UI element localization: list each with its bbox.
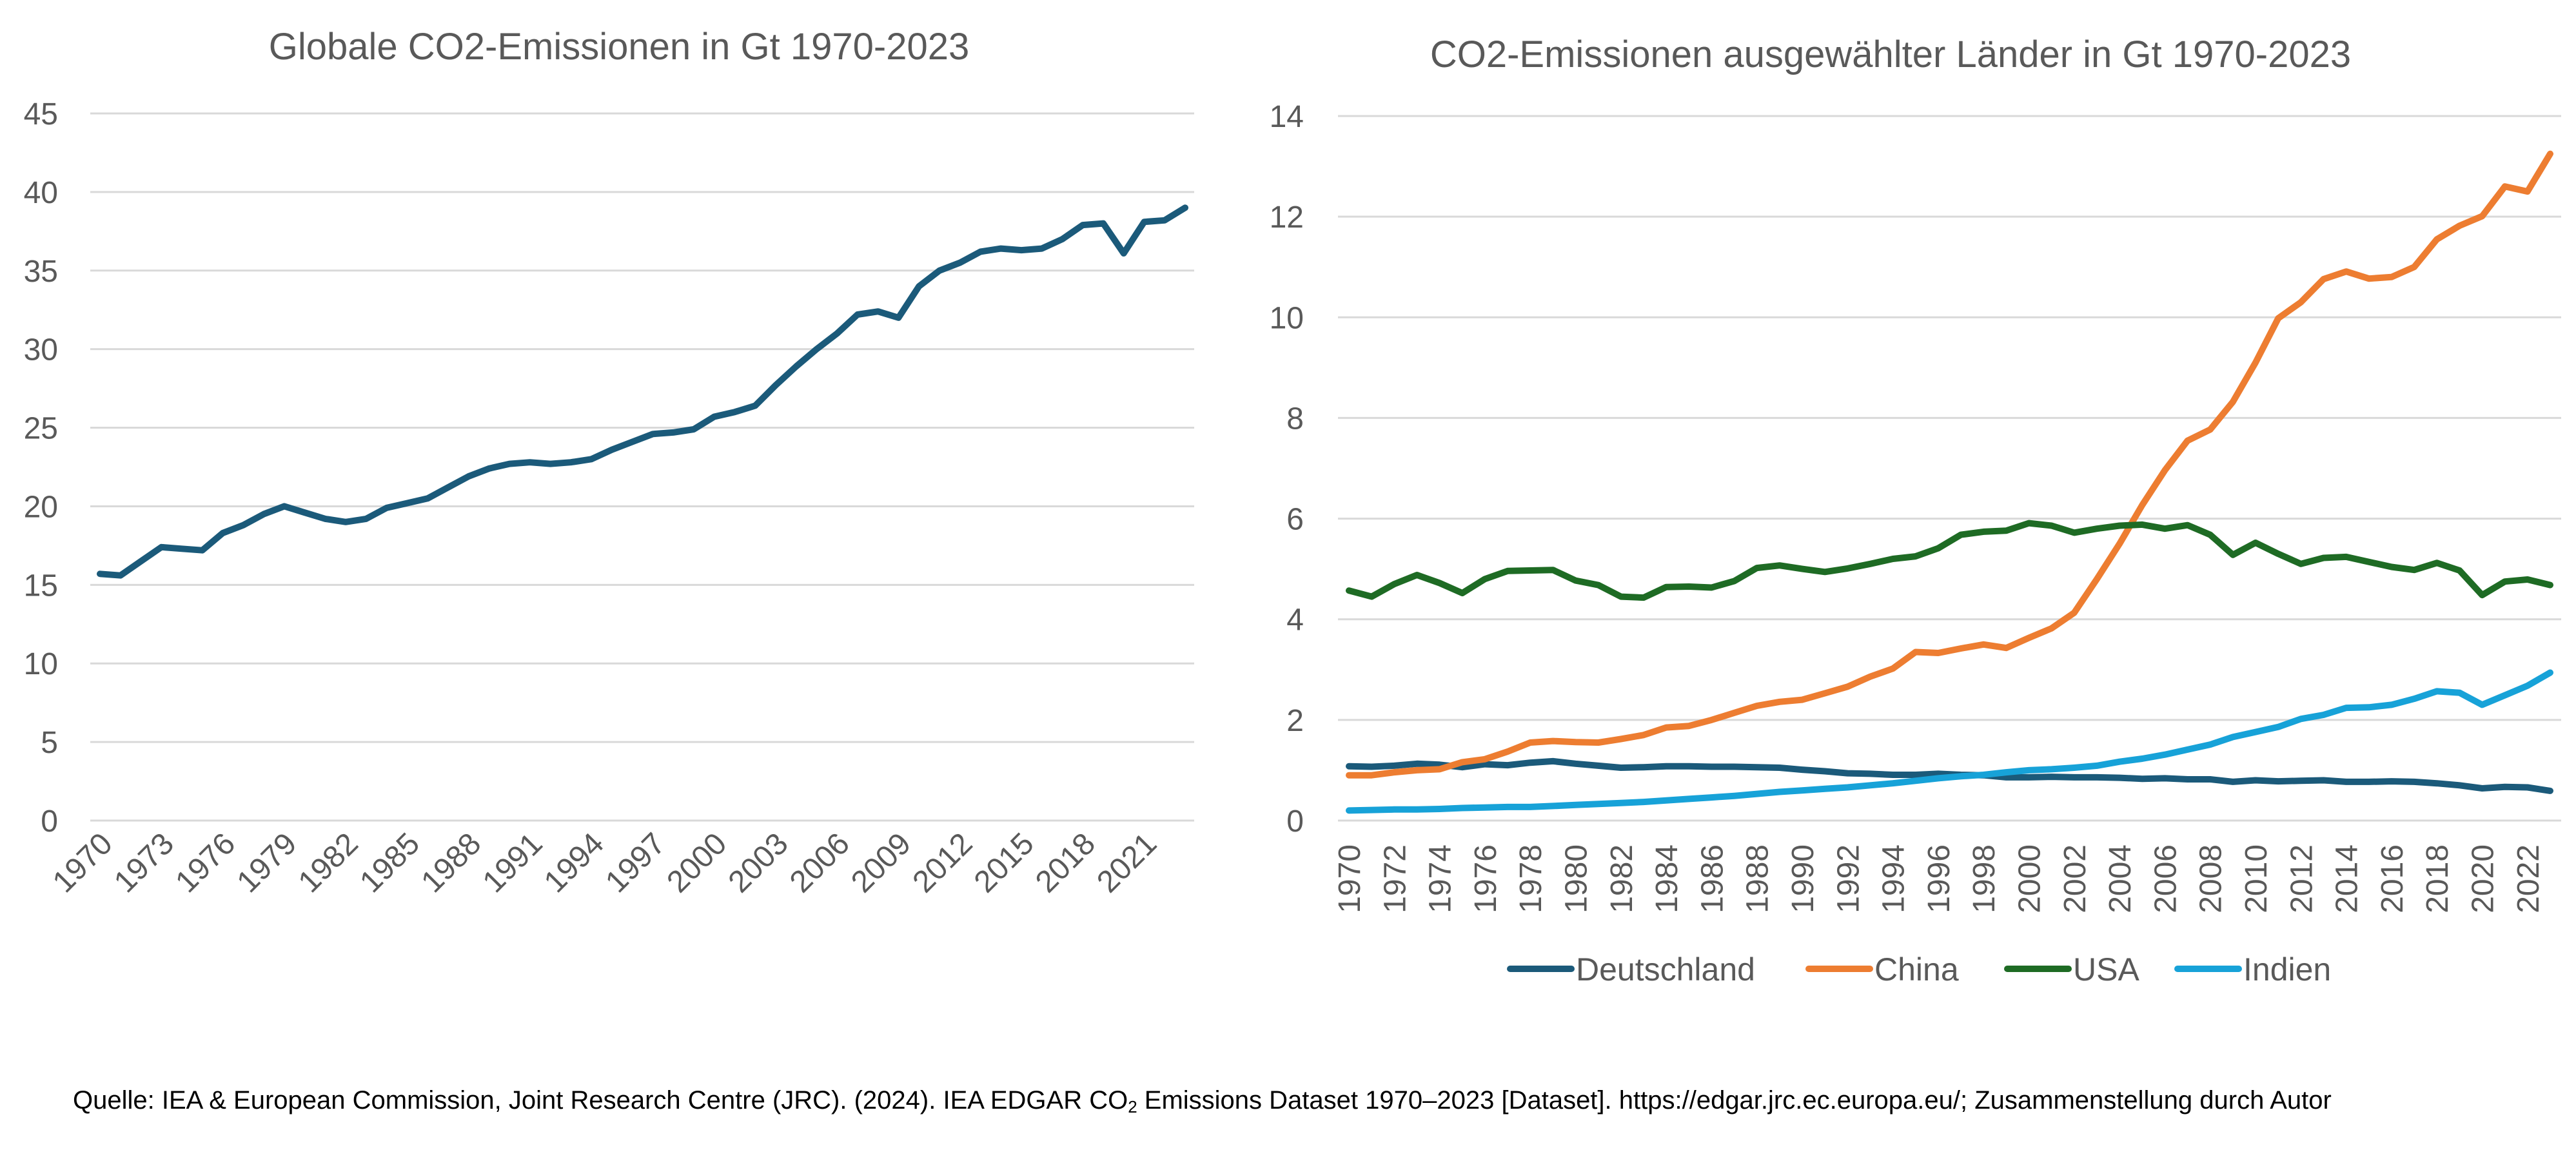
legend-label: USA <box>2073 951 2139 988</box>
y-tick-label: 12 <box>1270 200 1304 235</box>
x-tick-label: 1976 <box>1469 844 1503 913</box>
x-tick-label: 1996 <box>1922 844 1956 913</box>
x-tick-label: 2000 <box>2013 844 2047 913</box>
x-tick-label: 1978 <box>1514 844 1548 913</box>
x-tick-label: 1974 <box>1424 844 1458 913</box>
x-tick-label: 2006 <box>2148 844 2183 913</box>
x-tick-label: 1991 <box>477 826 549 899</box>
y-tick-label: 35 <box>24 255 58 289</box>
y-tick-label: 2 <box>1286 704 1304 738</box>
x-tick-label: 2014 <box>2330 844 2365 913</box>
source-text-continued: Emissions Dataset 1970–2023 [Dataset]. h… <box>1137 1086 2332 1114</box>
y-tick-label: 45 <box>24 97 58 131</box>
x-tick-label: 1980 <box>1560 844 1594 913</box>
x-tick-label: 1986 <box>1695 844 1729 913</box>
x-tick-label: 2004 <box>2103 844 2138 913</box>
legend-label: Indien <box>2243 951 2331 988</box>
x-tick-label: 2021 <box>1090 826 1163 899</box>
y-tick-label: 5 <box>41 726 58 760</box>
x-tick-label: 1990 <box>1786 844 1820 913</box>
legend-label: China <box>1874 951 1959 988</box>
y-tick-label: 6 <box>1286 503 1304 537</box>
x-tick-label: 2012 <box>2285 844 2319 913</box>
x-tick-label: 1982 <box>292 826 365 899</box>
x-tick-label: 1976 <box>169 826 242 899</box>
y-tick-label: 8 <box>1286 402 1304 436</box>
source-subscript: 2 <box>1128 1097 1137 1116</box>
y-tick-label: 20 <box>24 490 58 524</box>
source-text: Quelle: IEA & European Commission, Joint… <box>73 1086 1128 1114</box>
x-tick-label: 2000 <box>660 826 733 899</box>
x-tick-label: 1992 <box>1831 844 1865 913</box>
x-tick-label: 2022 <box>2512 844 2546 913</box>
x-tick-label: 2006 <box>783 826 856 899</box>
y-tick-label: 10 <box>1270 301 1304 335</box>
x-tick-label: 1988 <box>1741 844 1775 913</box>
y-tick-label: 10 <box>24 647 58 681</box>
x-tick-label: 1973 <box>108 826 181 899</box>
x-tick-label: 1994 <box>538 826 611 899</box>
y-tick-label: 30 <box>24 333 58 367</box>
chart-title: Globale CO2-Emissionen in Gt 1970-2023 <box>269 26 969 68</box>
y-tick-label: 4 <box>1286 603 1304 638</box>
x-tick-label: 2008 <box>2194 844 2228 913</box>
x-tick-label: 2003 <box>722 826 795 899</box>
x-tick-label: 1997 <box>599 826 672 899</box>
x-tick-label: 2002 <box>2058 844 2092 913</box>
x-tick-label: 2020 <box>2466 844 2501 913</box>
x-tick-label: 2010 <box>2239 844 2274 913</box>
y-tick-label: 0 <box>41 804 58 839</box>
y-tick-label: 40 <box>24 176 58 210</box>
y-tick-label: 15 <box>24 569 58 603</box>
x-tick-label: 2012 <box>906 826 979 899</box>
series-line-usa <box>1349 523 2550 598</box>
x-tick-label: 2009 <box>845 826 918 899</box>
x-tick-label: 1994 <box>1877 844 1911 913</box>
x-tick-label: 2016 <box>2375 844 2410 913</box>
legend-label: Deutschland <box>1576 951 1755 988</box>
x-tick-label: 2018 <box>2421 844 2455 913</box>
source-note: Quelle: IEA & European Commission, Joint… <box>73 1084 2497 1123</box>
x-tick-label: 1998 <box>1967 844 2001 913</box>
y-tick-label: 25 <box>24 412 58 446</box>
x-tick-label: 1984 <box>1650 844 1684 913</box>
global-emissions-chart: Globale CO2-Emissionen in Gt 1970-2023 0… <box>24 26 1194 899</box>
y-tick-label: 0 <box>1286 804 1304 839</box>
x-tick-label: 1972 <box>1378 844 1412 913</box>
x-tick-label: 1979 <box>231 826 304 899</box>
y-tick-label: 14 <box>1270 100 1304 134</box>
x-tick-label: 2018 <box>1029 826 1102 899</box>
x-tick-label: 2015 <box>968 826 1041 899</box>
charts-canvas: Globale CO2-Emissionen in Gt 1970-2023 0… <box>0 0 2576 1070</box>
x-tick-label: 1988 <box>415 826 487 899</box>
chart-title: CO2-Emissionen ausgewählter Länder in Gt… <box>1430 34 2351 75</box>
x-tick-label: 1982 <box>1605 844 1639 913</box>
series-line <box>100 208 1185 575</box>
x-tick-label: 1985 <box>353 826 426 899</box>
country-emissions-chart: CO2-Emissionen ausgewählter Länder in Gt… <box>1270 34 2561 988</box>
x-tick-label: 1970 <box>1333 844 1367 913</box>
series-line-china <box>1349 154 2550 775</box>
